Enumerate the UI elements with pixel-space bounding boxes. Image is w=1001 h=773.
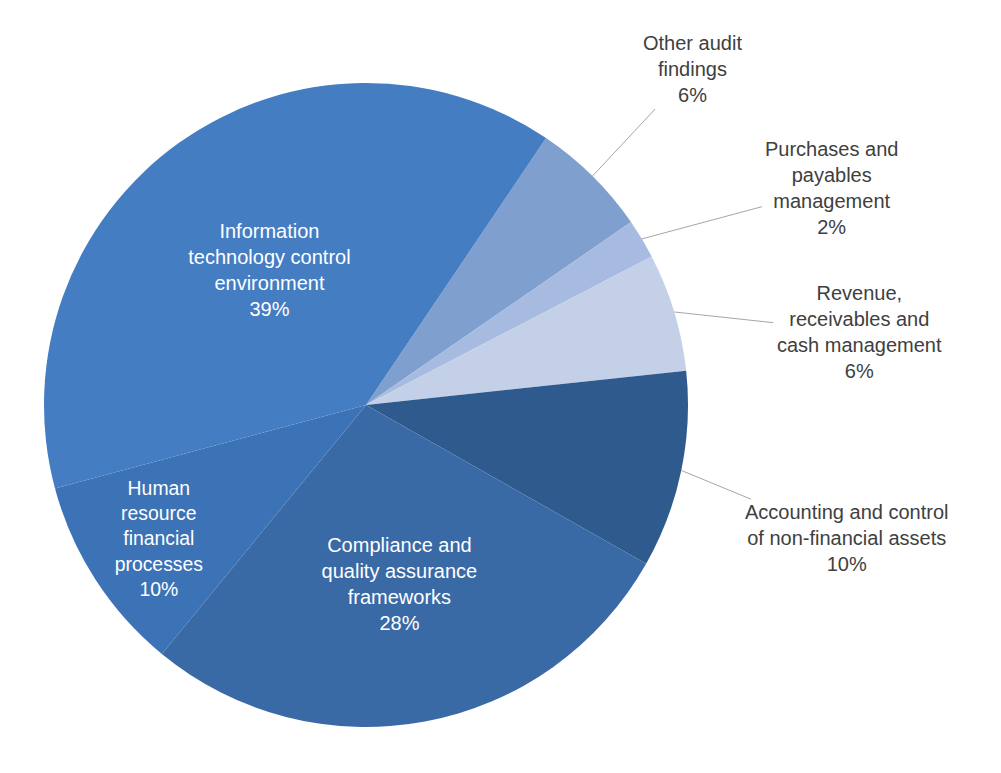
- svg-text:Revenue,receivables andcash ma: Revenue,receivables andcash management6%: [777, 282, 942, 382]
- svg-text:Other auditfindings6%: Other auditfindings6%: [643, 32, 742, 106]
- svg-text:Purchases andpayablesmanagemen: Purchases andpayablesmanagement2%: [765, 138, 898, 238]
- svg-text:Humanresourcefinancialprocesse: Humanresourcefinancialprocesses10%: [115, 477, 203, 600]
- svg-text:Accounting and controlof non-f: Accounting and controlof non-financial a…: [745, 501, 948, 575]
- svg-text:Compliance andquality assuranc: Compliance andquality assuranceframework…: [322, 534, 478, 634]
- svg-text:Informationtechnology controle: Informationtechnology controlenvironment…: [188, 220, 350, 320]
